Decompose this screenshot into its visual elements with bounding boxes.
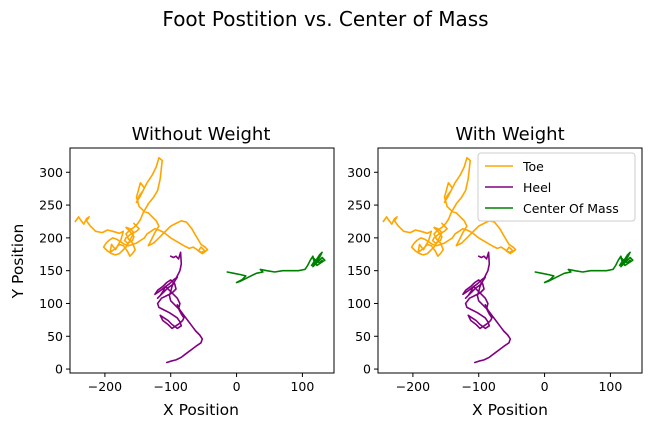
x-tick-label-right: 100 bbox=[598, 379, 622, 394]
series-line-heel-left bbox=[154, 251, 204, 364]
chart-panel-with-weight: With Weight X Position −200 −100 0 100 0 50 10… bbox=[347, 124, 643, 419]
y-tick-label-left: 300 bbox=[39, 165, 63, 180]
y-tick-label-left: 0 bbox=[55, 362, 63, 377]
x-axis-label-left: X Position bbox=[163, 401, 239, 419]
y-tick-label-left: 200 bbox=[39, 230, 63, 245]
x-tick-label-right: −200 bbox=[396, 379, 430, 394]
x-tick-label-left: −100 bbox=[154, 379, 188, 394]
series-line-center-of-mass-left bbox=[226, 251, 326, 284]
y-tick-label-right: 0 bbox=[363, 362, 371, 377]
series-group-right bbox=[382, 157, 634, 364]
chart-panel-without-weight: Without Weight X Position Y Position −20… bbox=[9, 124, 335, 419]
y-axis-label: Y Position bbox=[9, 224, 27, 300]
x-tick-label-left: 100 bbox=[290, 379, 314, 394]
legend-box bbox=[477, 152, 636, 222]
y-tick-label-right: 150 bbox=[347, 263, 371, 278]
y-tick-label-right: 50 bbox=[355, 329, 371, 344]
series-line-heel-right bbox=[462, 251, 512, 364]
series-line-toe-left bbox=[74, 157, 209, 258]
y-tick-label-right: 250 bbox=[347, 198, 371, 213]
x-tick-label-left: 0 bbox=[233, 379, 241, 394]
series-line-center-of-mass-right bbox=[534, 251, 634, 284]
plot-frame-left bbox=[69, 147, 335, 374]
x-tick-label-left: −200 bbox=[88, 379, 122, 394]
x-axis-label-right: X Position bbox=[472, 401, 548, 419]
panel-title-without-weight: Without Weight bbox=[132, 124, 271, 145]
legend: Toe Heel Center Of Mass bbox=[477, 152, 636, 222]
tick-group-right: −200 −100 0 100 0 50 100 150 200 250 300 bbox=[347, 165, 622, 394]
series-line-toe-right bbox=[382, 157, 517, 258]
legend-label-toe: Toe bbox=[522, 159, 544, 174]
x-tick-label-right: −100 bbox=[462, 379, 496, 394]
y-tick-label-left: 250 bbox=[39, 198, 63, 213]
y-tick-label-right: 300 bbox=[347, 165, 371, 180]
x-tick-label-right: 0 bbox=[541, 379, 549, 394]
y-tick-label-left: 150 bbox=[39, 263, 63, 278]
series-group-left bbox=[74, 157, 326, 364]
panel-title-with-weight: With Weight bbox=[455, 124, 564, 145]
legend-label-heel: Heel bbox=[523, 180, 551, 195]
y-tick-label-right: 100 bbox=[347, 296, 371, 311]
y-tick-label-right: 200 bbox=[347, 230, 371, 245]
legend-label-center-of-mass: Center Of Mass bbox=[523, 201, 619, 216]
y-tick-label-left: 50 bbox=[47, 329, 63, 344]
figure-suptitle: Foot Postition vs. Center of Mass bbox=[162, 7, 488, 31]
y-tick-label-left: 100 bbox=[39, 296, 63, 311]
tick-group-left: −200 −100 0 100 0 50 100 150 200 250 300 bbox=[39, 165, 314, 394]
plot-frame-right bbox=[377, 147, 643, 374]
